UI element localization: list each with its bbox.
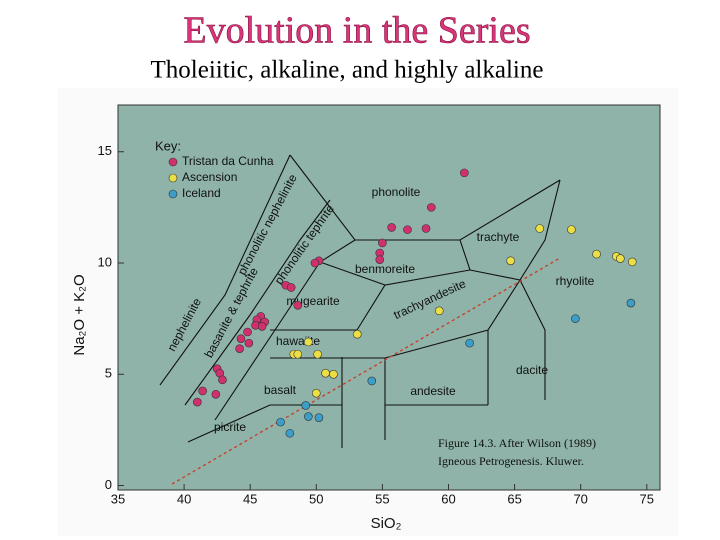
field-label: basalt <box>264 383 297 397</box>
legend-marker <box>168 189 178 199</box>
boundary <box>289 154 561 241</box>
data-point <box>313 349 322 359</box>
x-tick-label: 70 <box>573 491 587 506</box>
data-point <box>616 254 625 263</box>
field-label: andesite <box>410 384 456 398</box>
data-point <box>506 256 515 266</box>
slide-subtitle: Tholeiitic, alkaline, and highly alkalin… <box>151 57 544 84</box>
data-point <box>310 258 320 268</box>
x-tick-label: 65 <box>507 491 521 506</box>
legend-label: Ascension <box>182 170 237 184</box>
x-axis-label: SiO₂ <box>371 515 402 532</box>
data-point <box>193 397 202 407</box>
data-point <box>460 168 469 178</box>
boundary <box>159 154 291 386</box>
field-label: benmoreite <box>355 262 415 276</box>
legend-marker <box>168 157 178 167</box>
data-point <box>329 369 338 379</box>
data-point <box>293 300 303 310</box>
data-point <box>244 338 254 348</box>
y-tick-label: 10 <box>98 254 112 269</box>
legend-title: Key: <box>155 138 181 153</box>
x-tick-label: 40 <box>177 491 191 506</box>
field-label: dacite <box>516 363 548 377</box>
caption-box <box>434 434 624 472</box>
caption-line: Figure 14.3. After Wilson (1989) <box>438 436 596 450</box>
data-point <box>286 283 296 292</box>
data-point <box>304 412 313 421</box>
field-label: rhyolite <box>556 274 595 288</box>
data-point <box>304 337 313 347</box>
data-point <box>375 255 385 264</box>
data-point <box>592 249 601 259</box>
y-tick-label: 0 <box>105 477 112 492</box>
x-tick-label: 60 <box>441 491 455 506</box>
data-point <box>276 417 285 427</box>
data-point <box>301 401 311 410</box>
field-label: hawaiite <box>276 334 320 348</box>
data-point <box>293 349 303 359</box>
x-tick-label: 75 <box>640 491 654 506</box>
data-point <box>434 306 444 316</box>
data-point <box>387 223 396 232</box>
boundary <box>519 179 561 281</box>
field-boundaries <box>159 154 561 485</box>
data-point <box>571 314 580 323</box>
field-label: phonolite <box>372 185 421 199</box>
data-point <box>211 390 221 399</box>
slide-title: Evolution in the Series <box>183 10 530 52</box>
boundary <box>341 279 546 448</box>
data-point <box>352 329 362 339</box>
boundary <box>214 239 356 421</box>
x-tick-label: 55 <box>375 491 389 506</box>
data-point <box>285 428 295 438</box>
x-tick-label: 45 <box>243 491 257 506</box>
y-tick-label: 15 <box>98 143 112 158</box>
data-point <box>421 224 431 233</box>
boundary <box>187 404 342 443</box>
x-tick-label: 35 <box>111 491 125 506</box>
data-point <box>403 225 412 234</box>
data-point <box>218 375 227 385</box>
data-point <box>535 224 545 233</box>
data-point <box>314 413 324 422</box>
field-label: trachyte <box>477 230 520 244</box>
data-point <box>427 203 436 212</box>
caption-line: Igneous Petrogenesis. Kluwer. <box>438 454 584 468</box>
data-point <box>198 386 207 396</box>
y-axis-label: Na₂O + K₂O <box>71 274 88 355</box>
data-point <box>378 238 387 248</box>
boundary <box>184 199 331 406</box>
alkaline-divider <box>171 257 561 485</box>
legend-marker <box>168 173 178 183</box>
y-tick-label: 5 <box>105 366 112 381</box>
data-point <box>367 376 377 386</box>
x-tick-label: 50 <box>309 491 323 506</box>
data-point <box>321 368 330 378</box>
data-point <box>567 225 576 234</box>
data-point <box>626 298 636 308</box>
legend-label: Iceland <box>182 186 221 200</box>
data-point <box>236 334 246 343</box>
data-point <box>311 388 321 398</box>
boundary <box>319 239 471 286</box>
data-point <box>235 344 244 353</box>
plot-area <box>117 104 661 491</box>
legend-label: Tristan da Cunha <box>182 154 274 168</box>
data-point <box>627 257 637 267</box>
data-point <box>465 338 474 348</box>
data-point <box>257 322 267 331</box>
field-label: picrite <box>214 420 246 434</box>
data-point <box>243 327 252 337</box>
